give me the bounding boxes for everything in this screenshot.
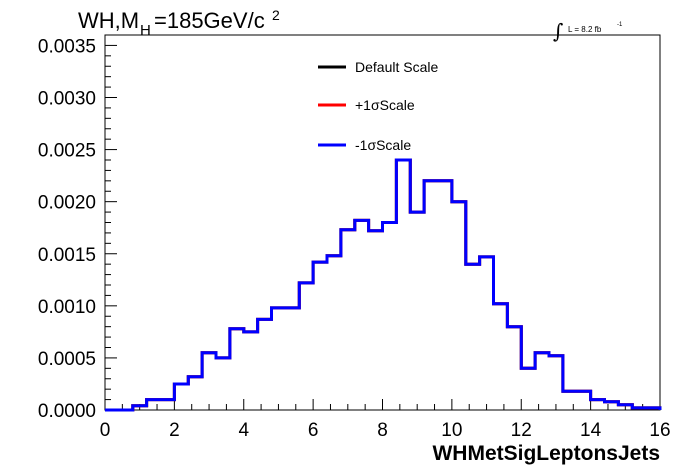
- y-tick-label: 0.0000: [38, 401, 96, 422]
- x-tick-label: 16: [649, 420, 670, 441]
- series-line-2: [105, 158, 662, 412]
- y-tick-label: 0.0020: [38, 193, 96, 214]
- y-tick-label: 0.0015: [38, 245, 96, 266]
- integral-symbol: ∫: [553, 19, 563, 43]
- legend: Default Scale +1σScale -1σScale: [318, 59, 438, 153]
- x-tick-label: 8: [377, 420, 388, 441]
- x-tick-label: 12: [511, 420, 532, 441]
- series-layer: [105, 158, 662, 412]
- series-line-0: [105, 158, 662, 412]
- title-subscript: H: [140, 22, 151, 39]
- y-tick-label: 0.0030: [38, 89, 96, 110]
- lumi-text: L = 8.2 fb: [568, 25, 602, 34]
- series-line-1: [105, 158, 662, 412]
- x-tick-label: 6: [308, 420, 319, 441]
- y-tick-label: 0.0035: [38, 36, 96, 57]
- x-tick-label: 0: [100, 420, 111, 441]
- title-main: WH,M: [78, 8, 139, 33]
- legend-entry-label: -1σScale: [355, 137, 411, 153]
- x-tick-label: 10: [441, 420, 462, 441]
- title-superscript: 2: [272, 7, 280, 23]
- x-tick-label: 2: [169, 420, 180, 441]
- x-tick-label: 14: [580, 420, 602, 441]
- x-axis: 0 2 4 6 8 10 12 14 16: [100, 399, 671, 441]
- y-axis: 0.0000 0.0005 0.0010 0.0015 0.0020 0.0025 0.00…: [38, 34, 117, 422]
- y-tick-label: 0.0005: [38, 349, 96, 370]
- legend-entry-label: +1σScale: [355, 97, 415, 113]
- luminosity-label: ∫ L = 8.2 fb -1: [553, 19, 623, 43]
- legend-entry-label: Default Scale: [355, 59, 438, 75]
- y-tick-label: 0.0010: [38, 297, 96, 318]
- title: WH,M H =185GeV/c 2: [78, 7, 280, 39]
- title-rest: =185GeV/c: [154, 8, 265, 33]
- x-tick-label: 4: [238, 420, 249, 441]
- y-tick-label: 0.0025: [38, 141, 96, 162]
- x-axis-label: WHMetSigLeptonsJets: [432, 442, 660, 465]
- lumi-superscript: -1: [617, 22, 623, 28]
